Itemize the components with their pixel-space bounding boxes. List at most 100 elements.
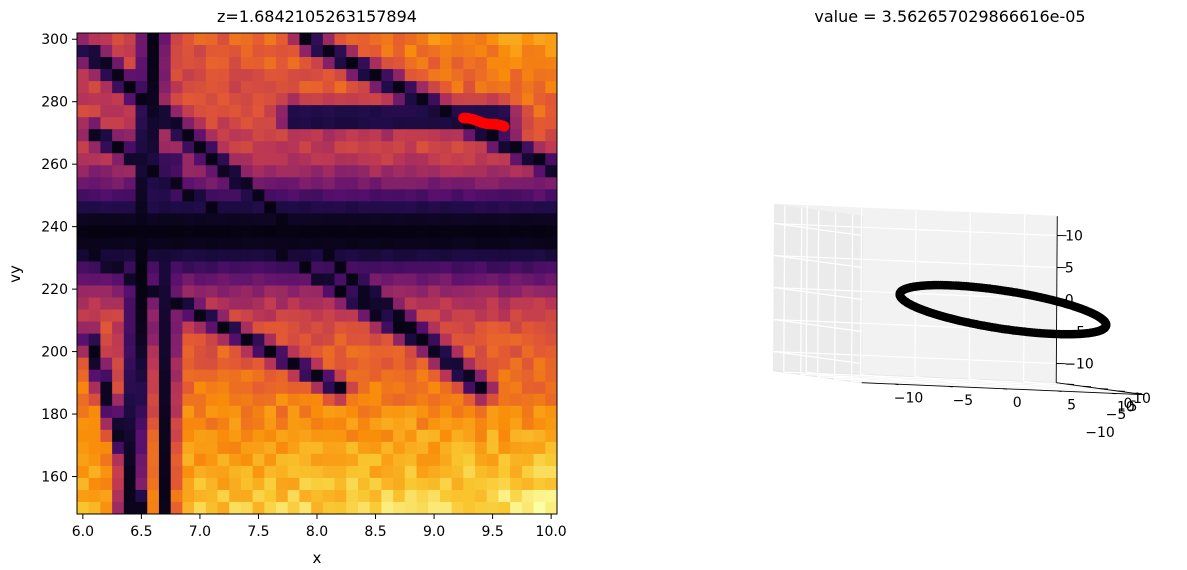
heatmap-cell — [346, 177, 359, 190]
heatmap-cell — [486, 297, 499, 310]
heatmap-cell — [77, 249, 90, 262]
heatmap-cell — [194, 333, 207, 347]
heatmap-cell — [486, 33, 499, 46]
heatmap-cell — [100, 189, 113, 202]
heatmap-cell — [357, 165, 371, 178]
heatmap-cell — [240, 45, 254, 58]
heatmap-cell — [486, 477, 499, 491]
heatmap-cell — [77, 93, 90, 106]
heatmap-cell — [299, 441, 312, 455]
heatmap-cell — [287, 189, 300, 202]
heatmap-cell — [475, 153, 488, 166]
heatmap-cell — [170, 489, 183, 503]
heatmap-cell — [369, 297, 382, 310]
heatmap-cell — [498, 45, 511, 58]
heatmap-cell — [158, 309, 172, 322]
heatmap-cell — [135, 33, 148, 46]
heatmap-cell — [182, 405, 195, 419]
heatmap-cell — [322, 489, 335, 503]
heatmap-cell — [240, 285, 254, 298]
heatmap-cell — [439, 237, 453, 250]
heatmap-cell — [486, 57, 499, 70]
heatmap-cell — [545, 321, 557, 335]
heatmap-cell — [217, 273, 230, 286]
heatmap-cell — [252, 141, 265, 154]
heatmap-cell — [100, 381, 113, 395]
heatmap-cell — [240, 465, 254, 479]
heatmap-cell — [299, 465, 312, 479]
heatmap-cell — [229, 105, 242, 118]
heatmap-cell — [311, 489, 324, 503]
heatmap-cell — [88, 213, 101, 226]
heatmap-cell — [194, 405, 207, 419]
heatmap-cell — [369, 105, 382, 118]
heatmap-cell — [135, 477, 148, 491]
heatmap-cell — [182, 441, 195, 455]
heatmap-cell — [123, 333, 136, 347]
heatmap-cell — [346, 369, 359, 383]
heatmap-cell — [229, 357, 242, 371]
heatmap-cell — [486, 381, 499, 395]
heatmap-cell — [158, 381, 172, 395]
heatmap-cell — [545, 33, 557, 46]
heatmap-cell — [322, 405, 335, 419]
heatmap-cell — [205, 57, 218, 70]
heatmap-cell — [229, 57, 242, 70]
heatmap-cell — [428, 429, 441, 443]
x-tick-label: 7.5 — [247, 524, 269, 540]
heatmap-cell — [334, 489, 347, 503]
heatmap-cell — [475, 201, 488, 214]
heatmap-cell — [112, 441, 125, 455]
heatmap-cell — [311, 33, 324, 46]
heatmap-cell — [182, 57, 195, 70]
heatmap-cell — [229, 321, 242, 335]
heatmap-cell — [182, 177, 195, 190]
heatmap-cell — [135, 57, 148, 70]
heatmap-cell — [147, 237, 160, 250]
heatmap-cell — [510, 453, 523, 467]
heatmap-cell — [276, 57, 289, 70]
heatmap-cell — [381, 477, 394, 491]
heatmap-cell — [147, 381, 160, 395]
heatmap-cell — [112, 129, 125, 142]
heatmap-cell — [123, 297, 136, 310]
heatmap-cell — [194, 489, 207, 503]
heatmap-cell — [369, 489, 382, 503]
heatmap-cell — [182, 45, 195, 58]
heatmap-cell — [217, 429, 230, 443]
heatmap-cell — [381, 345, 394, 359]
heatmap-cell — [229, 81, 242, 94]
heatmap-cell — [77, 45, 90, 58]
heatmap-cell — [334, 153, 347, 166]
heatmap-cell — [205, 273, 218, 286]
heatmap-cell — [205, 381, 218, 395]
heatmap-cell — [299, 165, 312, 178]
heatmap-cell — [112, 333, 125, 347]
heatmap-cell — [521, 237, 534, 250]
heatmap-cell — [322, 201, 335, 214]
heatmap-cell — [311, 261, 324, 274]
heatmap-cell — [252, 321, 265, 335]
heatmap-cell — [276, 201, 289, 214]
heatmap-cell — [276, 33, 289, 46]
heatmap-cell — [158, 105, 172, 118]
heatmap-cell — [100, 273, 113, 286]
heatmap-cell — [369, 321, 382, 335]
heatmap-cell — [287, 381, 300, 395]
heatmap-cell — [498, 81, 511, 94]
heatmap-cell — [217, 57, 230, 70]
heatmap-cell — [334, 345, 347, 359]
heatmap-cell — [205, 369, 218, 383]
heatmap-cell — [369, 45, 382, 58]
z-tick-label: 5 — [1065, 261, 1074, 277]
highlight-point — [499, 121, 510, 132]
heatmap-cell — [311, 165, 324, 178]
heatmap-cell — [217, 117, 230, 130]
heatmap-cell — [322, 189, 335, 202]
heatmap-cell — [147, 357, 160, 371]
heatmap-cell — [182, 213, 195, 226]
heatmap-cell — [240, 117, 254, 130]
heatmap-cell — [276, 321, 289, 335]
heatmap-cell — [205, 129, 218, 142]
heatmap-cell — [463, 69, 476, 82]
